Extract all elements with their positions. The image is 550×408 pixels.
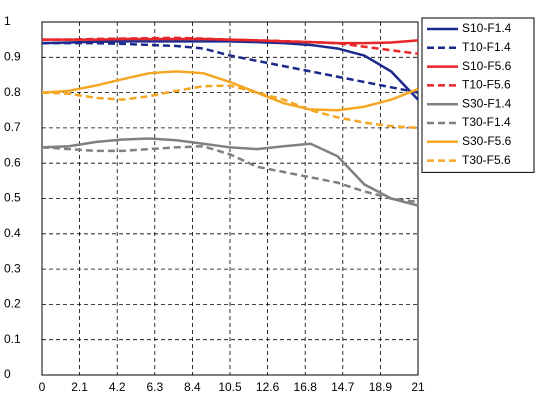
x-tick-label: 2.1 [71, 380, 88, 394]
legend-label: S10-F1.4 [462, 21, 512, 35]
series-line [41, 40, 419, 101]
legend-label: S30-F5.6 [462, 134, 512, 148]
y-tick-label: 0.5 [4, 191, 21, 205]
x-tick-label: 16.8 [294, 380, 318, 394]
legend-label: S10-F5.6 [462, 59, 512, 73]
legend-label: S30-F1.4 [462, 96, 512, 110]
y-tick-label: 0.4 [4, 226, 21, 240]
y-tick-label: 0.8 [4, 85, 21, 99]
legend-label: T10-F5.6 [462, 78, 511, 92]
plot-frame [41, 21, 419, 376]
y-tick-label: 0.2 [4, 297, 21, 311]
y-tick-label: 0.1 [4, 332, 21, 346]
legend-label: T30-F1.4 [462, 115, 511, 129]
y-tick-label: 0.9 [4, 49, 21, 63]
y-tick-label: 0.3 [4, 261, 21, 275]
x-tick-label: 6.3 [146, 380, 163, 394]
series-line [41, 137, 419, 207]
legend-label: T30-F5.6 [462, 153, 511, 167]
x-tick-label: 18.9 [369, 380, 393, 394]
series-line [41, 145, 419, 204]
x-tick-label: 0 [39, 380, 46, 394]
y-tick-label: 0 [4, 367, 11, 381]
x-tick-label: 10.5 [218, 380, 242, 394]
series-line [41, 70, 419, 112]
x-tick-label: 12.6 [256, 380, 280, 394]
series-line [41, 84, 419, 130]
x-tick-label: 21 [411, 380, 425, 394]
series-line [42, 36, 419, 56]
series-line [42, 41, 419, 94]
y-tick-label: 0.7 [4, 120, 21, 134]
legend-box [421, 17, 535, 173]
x-tick-label: 8.4 [184, 380, 201, 394]
y-tick-label: 1 [4, 14, 11, 28]
legend-label: T10-F1.4 [462, 40, 511, 54]
x-tick-label: 14.7 [331, 380, 355, 394]
x-tick-label: 4.2 [109, 380, 126, 394]
y-tick-label: 0.6 [4, 155, 21, 169]
